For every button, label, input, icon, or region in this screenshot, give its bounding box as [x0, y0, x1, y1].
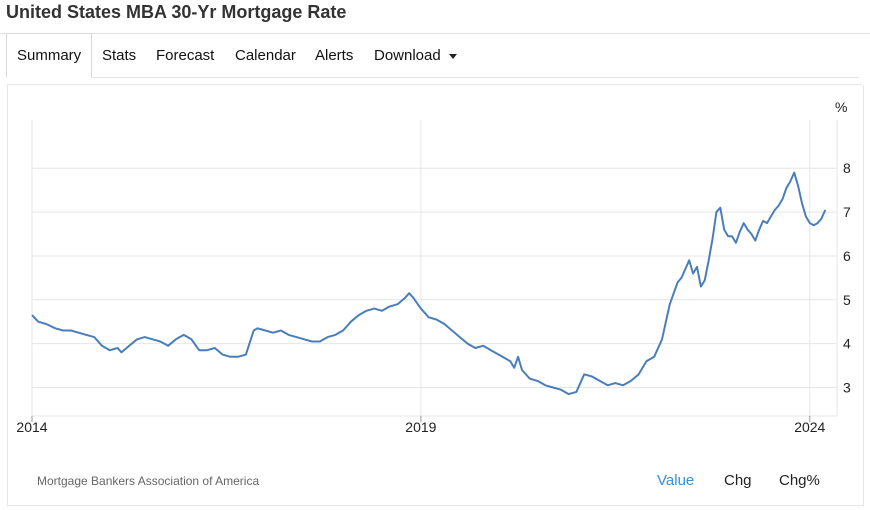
tab-download-label: Download: [374, 47, 441, 64]
y-tick-label: 7: [843, 204, 851, 220]
tab-calendar[interactable]: Calendar: [235, 47, 296, 64]
chart-panel: [7, 85, 864, 506]
y-tick-label: 3: [843, 379, 851, 395]
y-tick-label: 4: [843, 336, 851, 352]
x-tick-label: 2024: [794, 419, 825, 435]
chg-pct-toggle[interactable]: Chg%: [779, 472, 820, 489]
x-tick-label: 2014: [16, 419, 47, 435]
caret-down-icon: [448, 53, 457, 59]
y-tick-label: 8: [843, 160, 851, 176]
value-toggle[interactable]: Value: [657, 472, 695, 489]
tab-stats[interactable]: Stats: [102, 47, 137, 64]
x-tick-label: 2019: [405, 419, 436, 435]
panel-top-border: [7, 84, 862, 85]
series-line: [31, 171, 827, 396]
chg-toggle[interactable]: Chg: [724, 472, 752, 489]
tab-download[interactable]: Download: [374, 34, 457, 77]
y-tick-label: 5: [843, 292, 851, 308]
page-title: United States MBA 30-Yr Mortgage Rate: [6, 2, 347, 22]
tab-summary[interactable]: Summary: [6, 33, 93, 78]
y-tick-label: 6: [843, 248, 851, 264]
tabs-divider: [91, 77, 859, 78]
tab-alerts[interactable]: Alerts: [315, 47, 354, 64]
source-label: Mortgage Bankers Association of America: [37, 474, 260, 488]
tab-forecast[interactable]: Forecast: [156, 47, 215, 64]
y-unit-label: %: [835, 99, 847, 115]
tab-bar: Summary Stats Forecast Calendar Alerts D…: [0, 33, 870, 78]
